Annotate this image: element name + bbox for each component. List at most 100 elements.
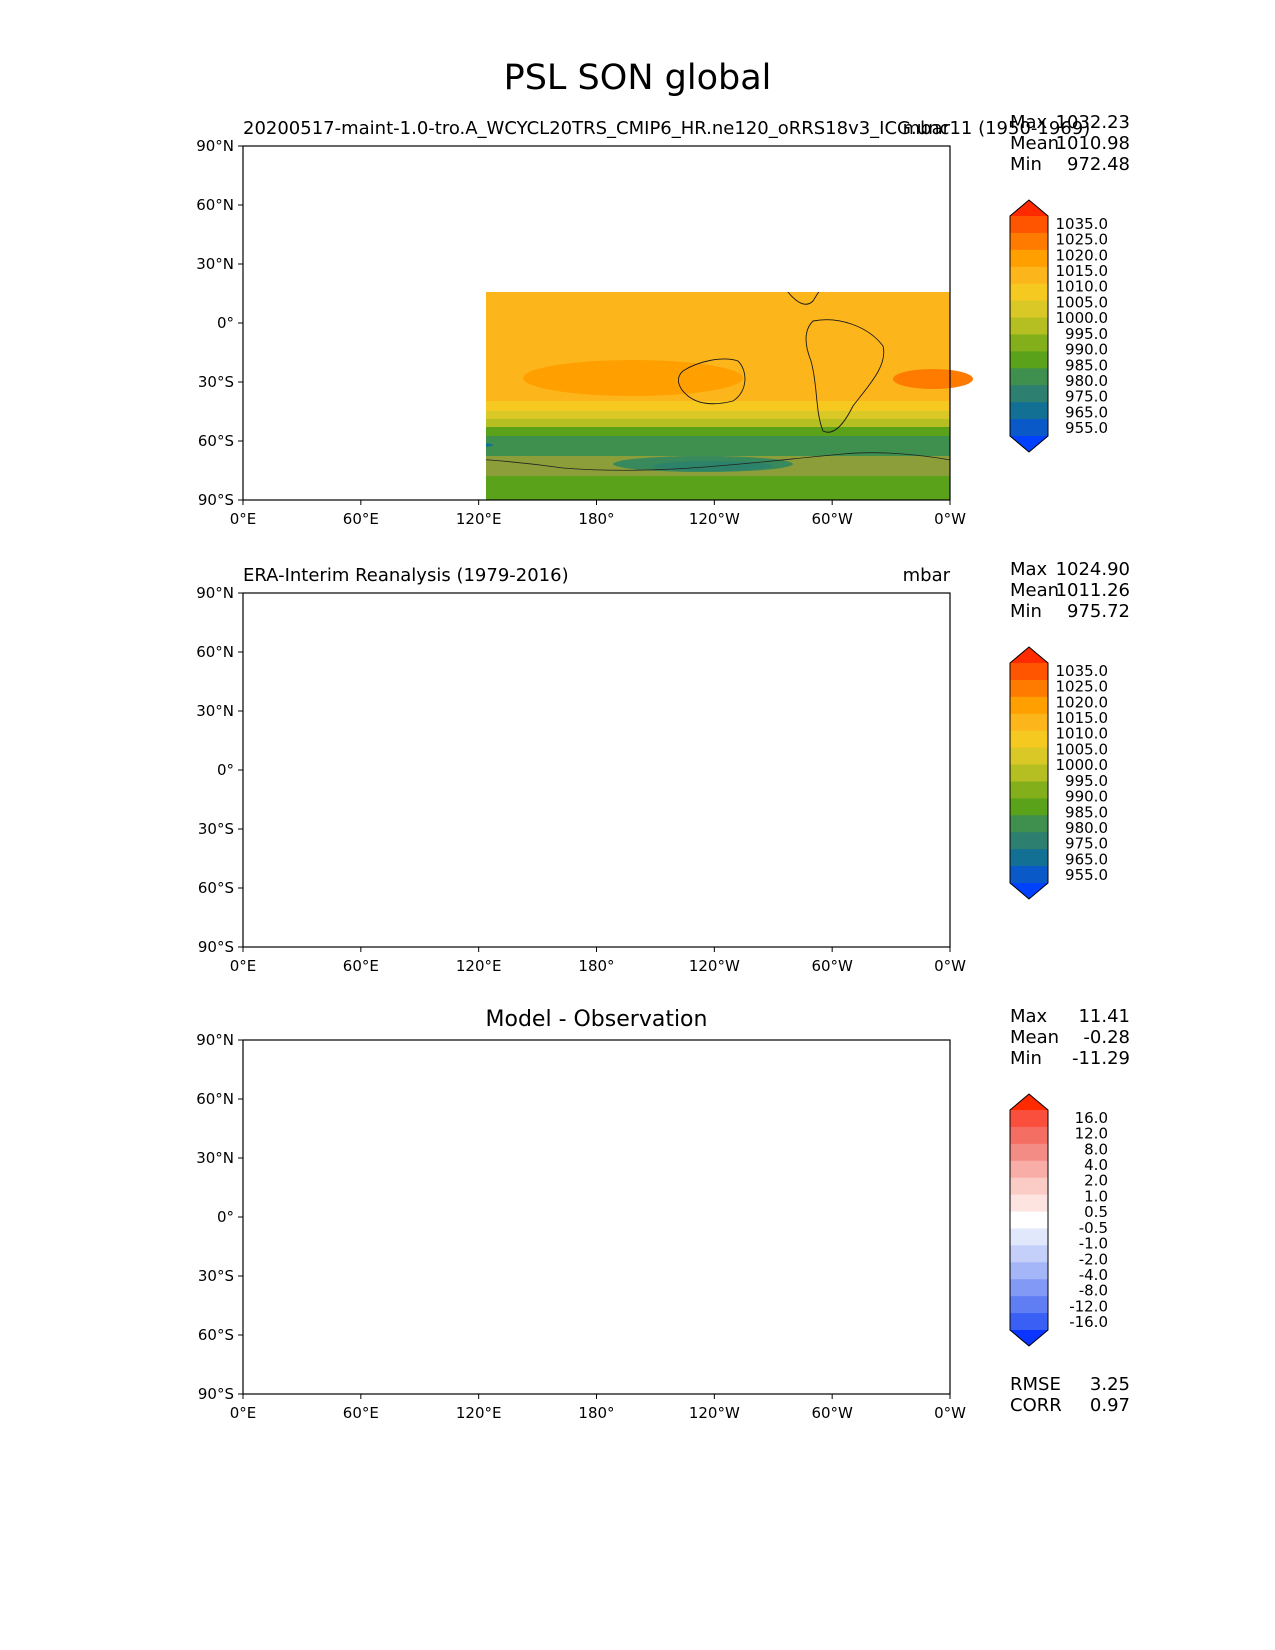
panel3-rmse-value: 3.25	[1089, 1374, 1130, 1395]
panel3-colorbar-band	[1010, 1211, 1048, 1229]
panel1-lat-label: 90°S	[198, 491, 234, 509]
panel2-lat-label: 90°S	[198, 938, 234, 956]
panel2-lat-label: 60°S	[198, 879, 234, 897]
panel1-colorbar-band	[1010, 385, 1048, 403]
panel1-colorbar-label: 965.0	[1065, 403, 1108, 421]
panel3-colorbar-band	[1010, 1177, 1048, 1196]
panel2-colorbar-band	[1010, 713, 1048, 732]
panel3-lon-label: 120°W	[689, 1404, 740, 1422]
panel2-lon-label: 120°E	[456, 957, 502, 975]
panel2-colorbar-band	[1010, 679, 1048, 698]
panel1-lat-label: 60°N	[196, 196, 234, 214]
panel2-lat-label: 30°N	[196, 702, 234, 720]
panel2-colorbar-label: 1010.0	[1056, 725, 1109, 743]
panel3-colorbar-extend-top	[1010, 1094, 1048, 1110]
panel1-colorbar-label: 975.0	[1065, 388, 1108, 406]
panel3-colorbar-label: 0.5	[1084, 1203, 1108, 1221]
panel1-colorbar-band	[1010, 300, 1048, 319]
panel2-max-label: Max	[1010, 559, 1048, 580]
panel2-title-right: mbar	[902, 565, 950, 586]
panel1-colorbar-label: 955.0	[1065, 419, 1108, 437]
panel2-colorbar-label: 1015.0	[1056, 709, 1109, 727]
panel3-mean-label: Mean	[1010, 1027, 1060, 1048]
panel3-corr-label: CORR	[1010, 1395, 1062, 1416]
panel1-coastlines	[243, 161, 909, 433]
panel2-colorbar-label: 995.0	[1065, 772, 1108, 790]
panel3-coast-greenland	[836, 1055, 909, 1100]
panel3-colorbar-label: -1.0	[1079, 1235, 1108, 1253]
panel3-colorbar-band	[1010, 1110, 1048, 1128]
panel1-coast-north-america	[787, 292, 820, 305]
panel3-colorbar-label: 16.0	[1075, 1109, 1108, 1127]
panel1-coast-australia	[677, 358, 746, 405]
panel1-coast-africa	[243, 296, 334, 400]
axes-frames: 90°N60°N30°N0°30°S60°S90°S0°E 60°E 120°E 18…	[196, 137, 966, 1422]
panel2-colorbar-band	[1010, 663, 1048, 681]
panel2-lat-label: 30°S	[198, 820, 234, 838]
panel1-lon-label: 60°E	[343, 510, 379, 528]
panel1-min-label: Min	[1010, 154, 1042, 175]
colorbars: 1035.01025.01020.01015.01010.01005.01000…	[1009, 199, 1109, 1347]
panel1-coast-greenland	[836, 161, 909, 206]
panel3-coast-north-america	[702, 1080, 881, 1199]
panel2-colorbar: 1035.01025.01020.01015.01010.01005.01000…	[1009, 646, 1109, 900]
panel1-lat-label: 90°N	[196, 137, 234, 155]
panel3-lat-label: 90°S	[198, 1385, 234, 1403]
panel3-title: Model - Observation	[485, 1007, 708, 1032]
panel1-colorbar-label: 1010.0	[1056, 278, 1109, 296]
panel3-colorbar-band	[1010, 1143, 1048, 1162]
panel2-colorbar-extend-bottom	[1010, 883, 1048, 899]
panel1-colorbar-label: 1035.0	[1056, 215, 1109, 233]
panel3-lon-label: 120°E	[456, 1404, 502, 1422]
panel3-lon-label: 60°W	[811, 1404, 853, 1422]
panel1-colorbar-label: 980.0	[1065, 372, 1108, 390]
panel1-colorbar-band	[1010, 368, 1048, 386]
panel1-lat-label: 30°S	[198, 373, 234, 391]
panel3-colorbar-label: -4.0	[1079, 1266, 1108, 1284]
panel2-coast-australia	[678, 806, 745, 851]
panel3-colorbar-extend-bottom	[1010, 1330, 1048, 1346]
panel3-coastlines	[243, 1055, 909, 1326]
panel3-colorbar-label: -8.0	[1079, 1282, 1108, 1300]
panel3-colorbar-label: 12.0	[1075, 1125, 1108, 1143]
panel2-colorbar-extend-top	[1010, 647, 1048, 663]
panel1-lon-label: 0°W	[934, 510, 966, 528]
panel3-lon-label: 0°E	[230, 1404, 257, 1422]
panel2-max-value: 1024.90	[1055, 559, 1130, 580]
panel2-colorbar-band	[1010, 696, 1048, 715]
panel2-colorbar-label: 975.0	[1065, 835, 1108, 853]
panel1-lat-label: 0°	[217, 314, 234, 332]
panel3-coast-eurasia	[243, 1080, 524, 1205]
panel1-title-left: 20200517-maint-1.0-tro.A_WCYCL20TRS_CMIP…	[243, 118, 1091, 139]
panel2-coast-south-america	[806, 767, 884, 880]
panel1-colorbar-label: 990.0	[1065, 341, 1108, 359]
coastlines	[243, 161, 909, 1326]
panel1-colorbar-band	[1010, 419, 1048, 437]
panel1-colorbar-label: 1025.0	[1056, 231, 1109, 249]
panel1-colorbar-band	[1010, 334, 1048, 352]
panel3-colorbar-label: -2.0	[1079, 1250, 1108, 1268]
panel3-rmse-label: RMSE	[1010, 1374, 1061, 1395]
panel3-colorbar-band	[1010, 1228, 1048, 1246]
panel2-coast-north-america	[702, 633, 881, 752]
panel1-max-value: 1032.23	[1055, 112, 1130, 133]
panel2-colorbar-label: 1035.0	[1056, 662, 1109, 680]
panel3-coast-south-america	[806, 1214, 884, 1327]
panel2-colorbar-label: 1005.0	[1056, 740, 1109, 758]
panel2-lon-label: 180°	[578, 957, 614, 975]
panel3-colorbar-label: -16.0	[1069, 1313, 1108, 1331]
panel2-colorbar-band	[1010, 849, 1048, 867]
panel3-colorbar-band	[1010, 1160, 1048, 1179]
panel1-lon-label: 0°E	[230, 510, 257, 528]
panel3-lat-label: 30°S	[198, 1267, 234, 1285]
panel2-colorbar-label: 985.0	[1065, 803, 1108, 821]
panel3-colorbar-label: 1.0	[1084, 1187, 1108, 1205]
panel2-colorbar-label: 980.0	[1065, 819, 1108, 837]
panel3-colorbar-label: 2.0	[1084, 1172, 1108, 1190]
panel2-colorbar-band	[1010, 747, 1048, 766]
panel2-colorbar-band	[1010, 781, 1048, 799]
panel2-colorbar-band	[1010, 866, 1048, 884]
panel1-colorbar-band	[1010, 232, 1048, 251]
panel3-lat-label: 60°S	[198, 1326, 234, 1344]
